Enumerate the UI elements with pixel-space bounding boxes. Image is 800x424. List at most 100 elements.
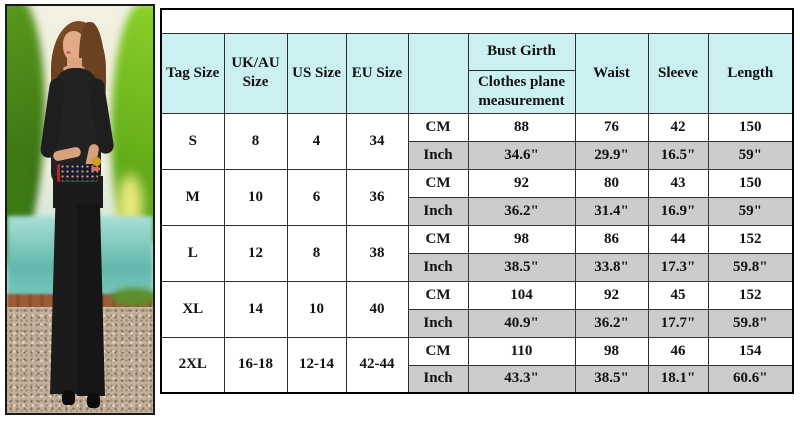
length-cm-value: 150 bbox=[707, 112, 794, 142]
tag-size-cell: S bbox=[160, 112, 225, 170]
row-xl-cm: XL 14 10 40 CM 104 92 45 152 bbox=[160, 280, 794, 338]
uk-au-cell: 14 bbox=[223, 280, 288, 338]
uk-au-cell: 16-18 bbox=[223, 336, 288, 394]
model-lips bbox=[66, 51, 71, 54]
unit-inch-label: Inch bbox=[407, 308, 469, 338]
col-header-bust-girth: Bust Girth bbox=[467, 32, 576, 71]
length-inch-value: 59" bbox=[707, 196, 794, 226]
tag-size-cell: 2XL bbox=[160, 336, 225, 394]
eu-cell: 34 bbox=[345, 112, 409, 170]
waist-cm-value: 98 bbox=[574, 336, 649, 366]
unit-cm-label: CM bbox=[407, 224, 469, 254]
waist-inch-value: 36.2" bbox=[574, 308, 649, 338]
bust-cm-value: 92 bbox=[467, 168, 576, 198]
coral-bracelet bbox=[91, 167, 100, 171]
length-inch-value: 59" bbox=[707, 140, 794, 170]
waist-cm-value: 76 bbox=[574, 112, 649, 142]
bust-cm-value: 110 bbox=[467, 336, 576, 366]
row-xl-inch: Inch 40.9" 36.2" 17.7" 59.8" bbox=[161, 308, 794, 338]
bust-cm-value: 98 bbox=[467, 224, 576, 254]
uk-au-cell: 12 bbox=[223, 224, 288, 282]
sleeve-inch-value: 18.1" bbox=[647, 364, 709, 394]
sleeve-cm-value: 45 bbox=[647, 280, 709, 310]
unit-inch-label: Inch bbox=[407, 140, 469, 170]
bust-inch-value: 43.3" bbox=[467, 364, 576, 394]
sleeve-inch-value: 16.9" bbox=[647, 196, 709, 226]
row-m-cm: M 10 6 36 CM 92 80 43 150 bbox=[160, 168, 794, 226]
sleeve-cm-value: 42 bbox=[647, 112, 709, 142]
row-m-inch: Inch 36.2" 31.4" 16.9" 59" bbox=[161, 196, 794, 226]
uk-au-cell: 10 bbox=[223, 168, 288, 226]
bust-inch-value: 40.9" bbox=[467, 308, 576, 338]
sleeve-inch-value: 16.5" bbox=[647, 140, 709, 170]
sleeve-cm-value: 43 bbox=[647, 168, 709, 198]
row-2xl-inch: Inch 43.3" 38.5" 18.1" 60.6" bbox=[161, 364, 794, 394]
eu-cell: 38 bbox=[345, 224, 409, 282]
waist-inch-value: 38.5" bbox=[574, 364, 649, 394]
shoe-left bbox=[62, 390, 75, 405]
photo-grass bbox=[111, 288, 153, 306]
waist-cm-value: 80 bbox=[574, 168, 649, 198]
product-photo bbox=[5, 4, 155, 415]
col-header-unit-blank bbox=[407, 32, 469, 114]
length-inch-value: 60.6" bbox=[707, 364, 794, 394]
row-s-inch: Inch 34.6" 29.9" 16.5" 59" bbox=[161, 140, 794, 170]
bust-inch-value: 36.2" bbox=[467, 196, 576, 226]
length-cm-value: 152 bbox=[707, 224, 794, 254]
table-top-blank-row bbox=[160, 8, 794, 34]
waist-inch-value: 29.9" bbox=[574, 140, 649, 170]
tag-size-cell: XL bbox=[160, 280, 225, 338]
uk-au-cell: 8 bbox=[223, 112, 288, 170]
row-l-inch: Inch 38.5" 33.8" 17.3" 59.8" bbox=[161, 252, 794, 282]
bust-cm-value: 88 bbox=[467, 112, 576, 142]
row-s-cm: S 8 4 34 CM 88 76 42 150 bbox=[160, 112, 794, 170]
jumpsuit-leg-left bbox=[50, 204, 77, 394]
us-cell: 8 bbox=[286, 224, 347, 282]
row-2xl-cm: 2XL 16-18 12-14 42-44 CM 110 98 46 154 bbox=[160, 336, 794, 394]
col-header-bust-measurement-note: Clothes plane measurement bbox=[467, 69, 576, 114]
length-cm-value: 150 bbox=[707, 168, 794, 198]
us-cell: 4 bbox=[286, 112, 347, 170]
unit-inch-label: Inch bbox=[407, 196, 469, 226]
waist-cm-value: 86 bbox=[574, 224, 649, 254]
col-header-length: Length bbox=[707, 32, 794, 114]
unit-cm-label: CM bbox=[407, 336, 469, 366]
col-header-sleeve: Sleeve bbox=[647, 32, 709, 114]
waist-inch-value: 31.4" bbox=[574, 196, 649, 226]
unit-cm-label: CM bbox=[407, 280, 469, 310]
shoe-right bbox=[87, 393, 100, 408]
sleeve-cm-value: 46 bbox=[647, 336, 709, 366]
col-header-us-size: US Size bbox=[286, 32, 347, 114]
clutch-bag bbox=[57, 164, 98, 182]
blank-strip-cell bbox=[160, 8, 794, 34]
header-row: Tag Size UK/AU Size US Size EU Size Bust… bbox=[160, 32, 794, 114]
unit-inch-label: Inch bbox=[407, 364, 469, 394]
tag-size-cell: L bbox=[160, 224, 225, 282]
length-inch-value: 59.8" bbox=[707, 308, 794, 338]
sleeve-inch-value: 17.7" bbox=[647, 308, 709, 338]
bust-inch-value: 34.6" bbox=[467, 140, 576, 170]
unit-cm-label: CM bbox=[407, 112, 469, 142]
length-cm-value: 154 bbox=[707, 336, 794, 366]
us-cell: 12-14 bbox=[286, 336, 347, 394]
size-chart-table: Tag Size UK/AU Size US Size EU Size Bust… bbox=[160, 8, 795, 394]
bust-inch-value: 38.5" bbox=[467, 252, 576, 282]
sleeve-cm-value: 44 bbox=[647, 224, 709, 254]
length-cm-value: 152 bbox=[707, 280, 794, 310]
gold-watch bbox=[92, 157, 101, 166]
col-header-tag-size: Tag Size bbox=[160, 32, 225, 114]
length-inch-value: 59.8" bbox=[707, 252, 794, 282]
eu-cell: 40 bbox=[345, 280, 409, 338]
col-header-eu-size: EU Size bbox=[345, 32, 409, 114]
bust-cm-value: 104 bbox=[467, 280, 576, 310]
col-header-uk-au-size: UK/AU Size bbox=[223, 32, 288, 114]
us-cell: 6 bbox=[286, 168, 347, 226]
tag-size-cell: M bbox=[160, 168, 225, 226]
row-l-cm: L 12 8 38 CM 98 86 44 152 bbox=[160, 224, 794, 282]
eu-cell: 42-44 bbox=[345, 336, 409, 394]
us-cell: 10 bbox=[286, 280, 347, 338]
unit-cm-label: CM bbox=[407, 168, 469, 198]
eu-cell: 36 bbox=[345, 168, 409, 226]
unit-inch-label: Inch bbox=[407, 252, 469, 282]
